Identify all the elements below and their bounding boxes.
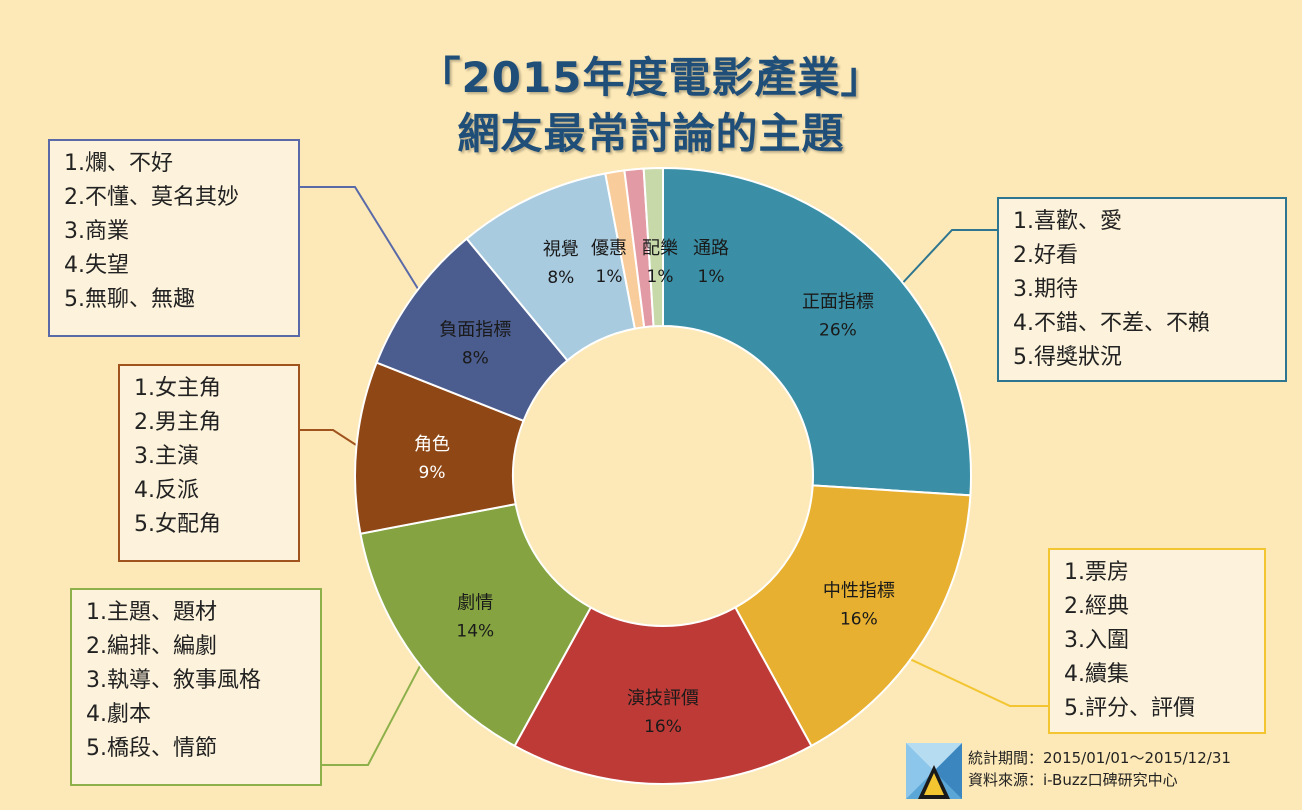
slice-labels: 正面指標 26% 中性指標 16% 演技評價 16% 劇情 14% 角色 9% 負面指標 8% 視覺 8%… (414, 238, 895, 737)
callout-leader-lines (300, 186, 1048, 766)
leader-neutral (879, 644, 1048, 707)
slice-category-label: 優惠 (591, 238, 627, 259)
donut-slice-9 (642, 166, 664, 328)
slice-value-label: 1% (647, 267, 674, 287)
callout-item: 1.喜歡、愛 (1013, 209, 1122, 234)
slice-category-label: 角色 (414, 434, 450, 455)
callout-item: 1.女主角 (134, 376, 221, 401)
callout-item: 5.無聊、無趣 (64, 287, 195, 312)
donut-slice-0 (662, 166, 972, 497)
donut-slice-3 (359, 502, 593, 748)
slice-value-label: 1% (596, 267, 623, 287)
callout-item: 2.男主角 (134, 410, 221, 435)
callout-item: 4.反派 (134, 478, 199, 503)
callout-item: 3.執導、敘事風格 (86, 668, 261, 693)
callout-item: 4.續集 (1064, 662, 1129, 687)
callout-item: 4.失望 (64, 253, 129, 278)
callout-item: 4.不錯、不差、不賴 (1013, 311, 1210, 336)
leader-negative (300, 186, 429, 306)
donut-slice-2 (513, 606, 813, 785)
chart-title-line1: 「2015年度電影產業」 (418, 53, 884, 102)
callout-item: 3.商業 (64, 219, 129, 244)
slice-value-label: 16% (644, 717, 682, 737)
leader-plot (322, 627, 441, 766)
slice-value-label: 9% (419, 463, 446, 483)
i-buzz-logo (906, 743, 962, 799)
callout-role: 1.女主角 2.男主角 3.主演 4.反派 5.女配角 (118, 364, 300, 562)
stat-period: 統計期間：2015/01/01～2015/12/31 (968, 749, 1231, 767)
callout-item: 2.不懂、莫名其妙 (64, 185, 239, 210)
callout-item: 2.好看 (1013, 243, 1078, 268)
callout-negative: 1.爛、不好 2.不懂、莫名其妙 3.商業 4.失望 5.無聊、無趣 (48, 139, 300, 337)
callout-item: 2.經典 (1064, 594, 1129, 619)
slice-category-label: 演技評價 (627, 688, 699, 709)
data-source: 資料來源：i-Buzz口碑研究中心 (968, 771, 1178, 789)
callout-item: 5.評分、評價 (1064, 696, 1195, 721)
callout-item: 5.橋段、情節 (86, 736, 217, 761)
slice-category-label: 正面指標 (802, 292, 874, 313)
callout-item: 5.得獎狀況 (1013, 345, 1122, 370)
footer: 統計期間：2015/01/01～2015/12/31 資料來源：i-Buzz口碑… (968, 747, 1231, 791)
slice-value-label: 16% (840, 609, 878, 629)
callout-item: 1.主題、題材 (86, 600, 217, 625)
slice-value-label: 14% (456, 621, 494, 641)
callout-item: 3.入圍 (1064, 628, 1129, 653)
slice-category-label: 劇情 (457, 592, 493, 613)
callout-item: 2.編排、編劇 (86, 634, 217, 659)
slice-value-label: 8% (462, 349, 489, 369)
slice-value-label: 1% (698, 267, 725, 287)
slice-category-label: 通路 (693, 238, 729, 259)
donut-slice-1 (733, 484, 972, 748)
slice-category-label: 負面指標 (439, 320, 511, 341)
slice-category-label: 中性指標 (823, 580, 895, 601)
callout-positive: 1.喜歡、愛 2.好看 3.期待 4.不錯、不差、不賴 5.得獎狀況 (997, 197, 1287, 382)
slice-category-label: 視覺 (543, 239, 579, 260)
slice-value-label: 26% (819, 321, 857, 341)
donut-slices (354, 166, 972, 785)
callout-item: 5.女配角 (134, 512, 221, 537)
slice-value-label: 8% (547, 268, 574, 288)
chart-title-line2: 網友最常討論的主題 (457, 109, 845, 158)
callout-neutral: 1.票房 2.經典 3.入圍 4.續集 5.評分、評價 (1048, 548, 1266, 734)
callout-item: 1.票房 (1064, 560, 1129, 585)
leader-positive (896, 229, 997, 290)
callout-item: 1.爛、不好 (64, 151, 173, 176)
callout-item: 4.劇本 (86, 702, 151, 727)
callout-item: 3.主演 (134, 444, 199, 469)
slice-category-label: 配樂 (642, 238, 678, 259)
callout-item: 3.期待 (1013, 277, 1078, 302)
callout-plot: 1.主題、題材 2.編排、編劇 3.執導、敘事風格 4.劇本 5.橋段、情節 (70, 588, 322, 786)
